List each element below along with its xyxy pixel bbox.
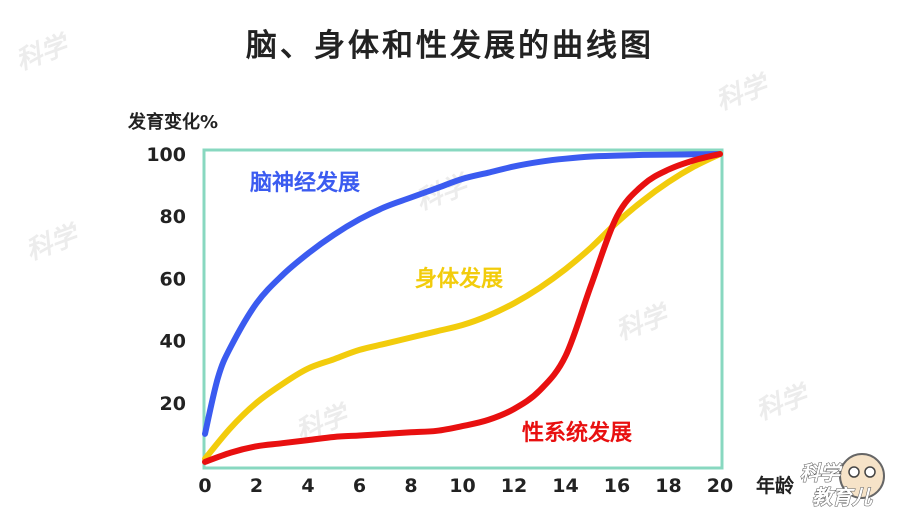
x-tick-label: 14 — [552, 475, 578, 497]
x-tick-labels: 0 2 4 6 8 10 12 14 16 18 20 — [198, 475, 733, 497]
x-tick-label: 2 — [250, 475, 263, 497]
y-tick-label: 100 — [146, 144, 186, 166]
y-tick-label: 60 — [160, 268, 186, 290]
brand-logo: 科学 教育儿 — [800, 453, 885, 510]
watermark-stamp: 科学 — [712, 69, 775, 116]
logo-face — [839, 453, 885, 499]
series-label-brain: 脑神经发展 — [250, 170, 360, 196]
y-tick-label: 80 — [160, 206, 186, 228]
x-tick-label: 16 — [604, 475, 630, 497]
series-line-sex — [202, 151, 723, 465]
y-tick-label: 20 — [160, 393, 186, 415]
watermark-stamp: 科学 — [612, 299, 675, 346]
watermark-stamp: 科学 — [752, 379, 815, 426]
logo-lettering: 教育儿 — [812, 485, 873, 509]
series-label-sex: 性系统发展 — [522, 420, 632, 446]
plot-frame — [202, 148, 724, 470]
x-tick-label: 20 — [707, 475, 733, 497]
watermarks: 科学 科学 科学 科学 科学 科学 科学 — [12, 29, 815, 446]
y-tick-label: 40 — [160, 331, 186, 353]
x-axis-label: 年龄 — [756, 474, 795, 497]
x-tick-label: 4 — [301, 475, 314, 497]
series-line-body — [202, 151, 723, 462]
logo-eye — [864, 466, 876, 478]
series-lines — [202, 151, 723, 465]
watermark-stamp: 科学 — [22, 219, 85, 266]
series-label-body: 身体发展 — [415, 266, 503, 292]
logo-lettering: 科学 — [800, 461, 843, 485]
y-tick-labels: 20 40 60 80 100 — [146, 144, 186, 415]
x-tick-label: 10 — [449, 475, 475, 497]
x-tick-label: 12 — [501, 475, 527, 497]
x-tick-label: 8 — [404, 475, 417, 497]
x-tick-label: 18 — [655, 475, 681, 497]
watermark-stamp: 科学 — [12, 29, 75, 76]
series-line-brain — [202, 151, 723, 437]
chart-title: 脑、身体和性发展的曲线图 — [246, 28, 654, 64]
logo-eye — [848, 466, 860, 478]
x-tick-label: 0 — [198, 475, 211, 497]
x-tick-label: 6 — [353, 475, 366, 497]
y-axis-label: 发育变化% — [127, 111, 218, 133]
